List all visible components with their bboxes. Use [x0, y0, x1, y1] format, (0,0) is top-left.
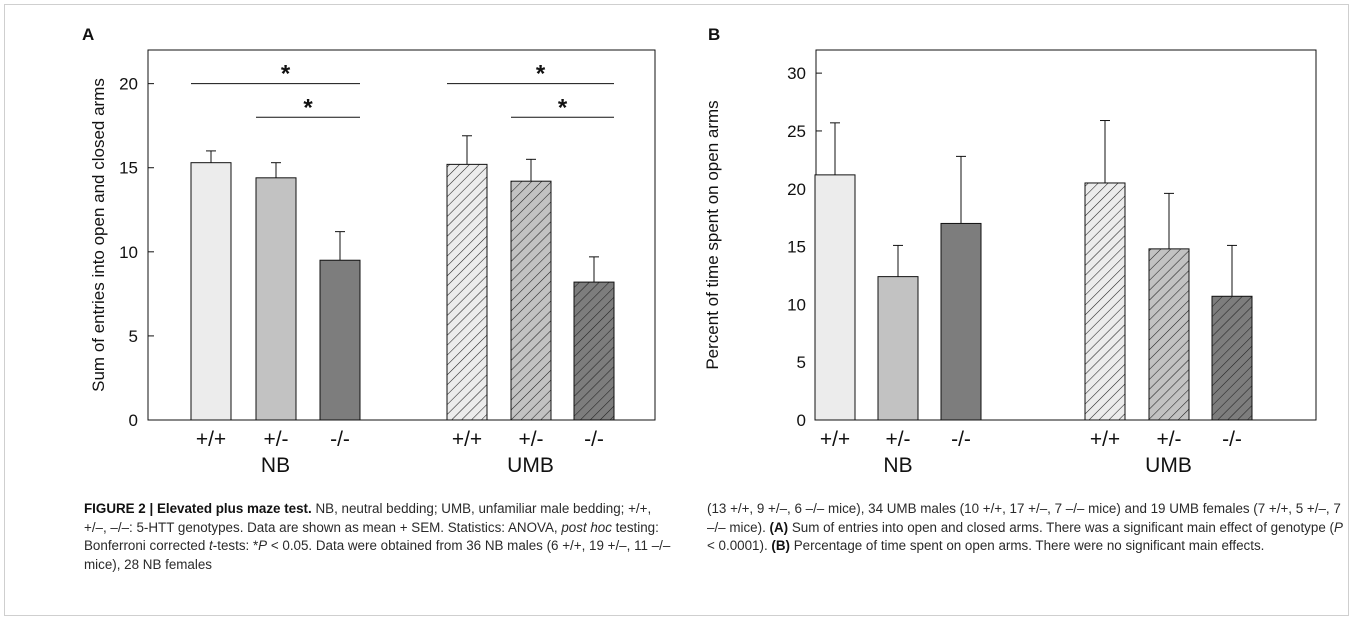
bar-nb-2: [940, 222, 982, 421]
significance-star: *: [558, 94, 568, 121]
y-tick-label: 20: [787, 180, 806, 199]
caption-ref-a: (A): [769, 519, 789, 535]
caption-p-2: P: [1333, 519, 1343, 535]
group-label-umb: UMB: [507, 454, 554, 477]
bar-umb-3: [446, 163, 488, 421]
bar-umb-5: [573, 281, 615, 421]
caption-p: P: [258, 538, 268, 554]
x-tick-label: +/-: [263, 428, 288, 451]
y-tick-label: 10: [119, 243, 138, 262]
group-label-nb: NB: [261, 454, 290, 477]
figure-caption-left: FIGURE 2 | Elevated plus maze test. NB, …: [84, 500, 674, 574]
bar-nb-1: [877, 276, 919, 421]
caption-text-6: Sum of entries into open and closed arms…: [788, 519, 1334, 535]
y-tick-label: 0: [129, 411, 138, 430]
caption-text-1: NB, neutral bedding; UMB, unfamiliar mal…: [84, 501, 652, 535]
y-tick-label: 25: [787, 122, 806, 141]
caption-ref-b: (B): [771, 538, 790, 554]
x-tick-label: -/-: [330, 428, 350, 451]
y-tick-label: 15: [787, 238, 806, 257]
y-tick-label: 30: [787, 64, 806, 83]
x-tick-label: +/+: [1090, 428, 1120, 451]
significance-star: *: [536, 61, 546, 88]
chart-panel-b: B 0 5 10 15 20 25 30 Percent of time spent on op…: [703, 25, 1317, 477]
bar-umb-5: [1211, 295, 1253, 421]
plot-frame: [147, 49, 656, 421]
caption-t: t: [209, 538, 213, 554]
figure-caption-right: (13 +/+, 9 +/–, 6 –/– mice), 34 UMB male…: [707, 500, 1347, 556]
significance-star: *: [303, 94, 313, 121]
x-tick-label: +/+: [196, 428, 226, 451]
group-label-umb: UMB: [1145, 454, 1192, 477]
bar-nb-0: [814, 174, 856, 421]
caption-text-3: -tests: *: [212, 538, 259, 554]
bar-umb-4: [1148, 248, 1190, 421]
y-axis-label: Sum of entries into open and closed arms: [89, 78, 108, 392]
x-tick-label: -/-: [951, 428, 971, 451]
bar-umb-4: [510, 180, 552, 421]
caption-text-5: (13 +/+, 9 +/–, 6 –/– mice), 34 UMB male…: [707, 501, 1341, 535]
y-tick-label: 10: [787, 295, 806, 314]
caption-text-7: < 0.0001).: [707, 538, 772, 554]
y-tick-label: 5: [797, 353, 806, 372]
x-tick-label: -/-: [584, 428, 604, 451]
figure-frame: [4, 4, 1349, 616]
x-tick-label: +/+: [820, 428, 850, 451]
panel-label: B: [708, 25, 720, 44]
x-tick-label: +/-: [885, 428, 910, 451]
x-tick-label: +/+: [452, 428, 482, 451]
y-tick-label: 5: [129, 327, 138, 346]
bar-nb-1: [255, 177, 297, 421]
y-tick-label: 20: [119, 75, 138, 94]
caption-text-2: testing: Bonferroni corrected: [84, 519, 659, 554]
panel-label: A: [82, 25, 94, 44]
caption-title: FIGURE 2 | Elevated plus maze test.: [84, 501, 312, 516]
caption-text-4: < 0.05. Data were obtained from 36 NB ma…: [84, 538, 671, 572]
x-tick-label: +/-: [518, 428, 543, 451]
y-axis-label: Percent of time spent on open arms: [703, 100, 722, 369]
significance-star: *: [281, 61, 291, 88]
caption-posthoc: post hoc: [561, 519, 612, 535]
group-label-nb: NB: [883, 454, 912, 477]
bar-nb-2: [319, 259, 361, 421]
x-tick-label: +/-: [1156, 428, 1181, 451]
caption-text-8: Percentage of time spent on open arms. T…: [790, 538, 1265, 554]
y-tick-label: 0: [797, 411, 806, 430]
y-tick-label: 15: [119, 159, 138, 178]
bar-umb-3: [1084, 182, 1126, 421]
chart-panel-a: A 0 5 10 15 20 Sum of entries into open and cl…: [82, 25, 656, 477]
x-tick-label: -/-: [1222, 428, 1242, 451]
bar-nb-0: [190, 162, 232, 421]
